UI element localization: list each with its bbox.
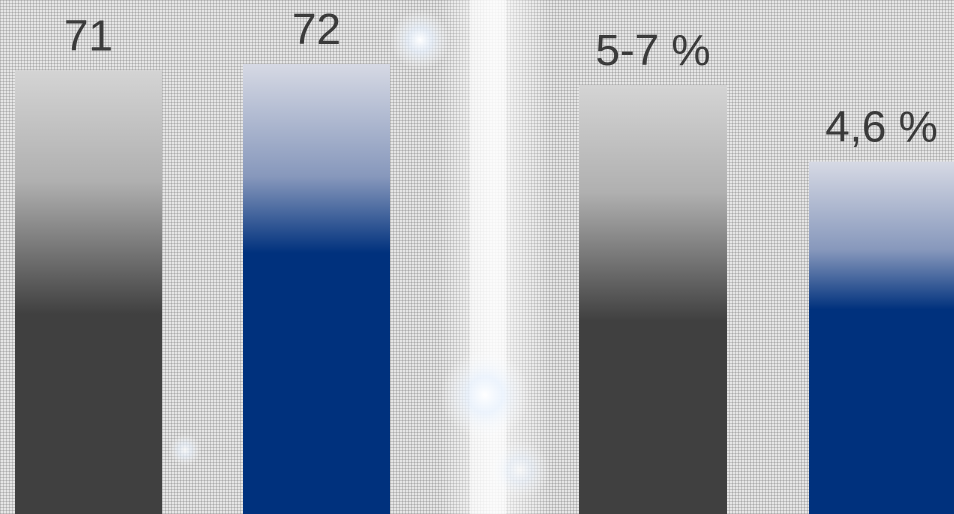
bar-value-label-1: 71	[64, 11, 113, 60]
bar-1	[15, 70, 162, 514]
bar-4	[809, 161, 954, 514]
bar-3	[579, 85, 727, 514]
bar-2	[243, 64, 390, 514]
bar-value-label-2: 72	[292, 5, 341, 54]
bar-value-label-3: 5-7 %	[596, 26, 711, 75]
bar-value-label-4: 4,6 %	[825, 103, 938, 152]
bars	[15, 64, 954, 514]
data-labels: 71 72 5-7 % 4,6 %	[64, 5, 938, 152]
